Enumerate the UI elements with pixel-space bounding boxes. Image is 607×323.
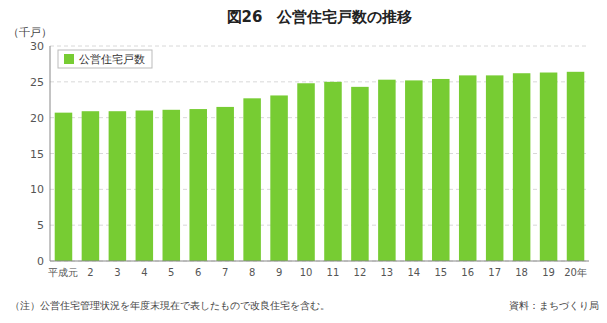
grid <box>50 46 589 261</box>
x-tick-label: 9 <box>276 267 282 278</box>
bar <box>432 79 450 261</box>
legend-label: 公営住宅戸数 <box>79 53 145 66</box>
x-tick-label: 20年 <box>564 267 587 278</box>
bar <box>459 75 477 261</box>
y-tick-label: 30 <box>30 40 44 53</box>
x-tick-label: 2 <box>87 267 93 278</box>
x-tick-label: 10 <box>300 267 313 278</box>
x-tick-label: 13 <box>381 267 394 278</box>
x-tick-label: 19 <box>542 267 555 278</box>
x-tick-label: 5 <box>168 267 174 278</box>
x-tick-label: 6 <box>195 267 201 278</box>
bar <box>270 95 288 261</box>
grid-line <box>50 46 589 47</box>
y-tick-label: 10 <box>30 183 44 196</box>
title: 図26 公営住宅戸数の推移 <box>227 8 413 26</box>
x-tick-label: 18 <box>515 267 528 278</box>
y-tick-label: 15 <box>30 148 44 161</box>
bar <box>189 109 207 261</box>
legend-box <box>58 50 152 68</box>
source-note: 資料：まちづくり局 <box>509 300 599 311</box>
bar <box>216 107 234 261</box>
x-tick-label: 8 <box>249 267 255 278</box>
x-tick-label: 15 <box>434 267 447 278</box>
bar <box>109 111 127 261</box>
x-tick-label: 12 <box>354 267 367 278</box>
bar <box>297 83 315 261</box>
x-tick-label: 4 <box>141 267 147 278</box>
grid-line <box>50 261 589 262</box>
bar <box>567 72 585 261</box>
x-tick-label: 7 <box>222 267 228 278</box>
y-tick-label: 0 <box>37 255 44 268</box>
bar <box>163 110 181 261</box>
bar <box>540 73 558 261</box>
bar <box>55 113 73 261</box>
y-axis-line <box>50 46 51 261</box>
grid-line <box>50 189 589 190</box>
grid-line <box>50 81 589 82</box>
x-tick-label: 11 <box>327 267 340 278</box>
x-tick-label: 17 <box>488 267 501 278</box>
background <box>0 0 607 323</box>
bar <box>136 111 154 262</box>
y-axis-label: （千戸） <box>8 26 52 39</box>
x-axis-line <box>50 261 589 262</box>
bar <box>82 111 100 261</box>
bar <box>324 82 342 261</box>
y-tick-label: 25 <box>30 76 44 89</box>
bar <box>513 73 531 261</box>
grid-line <box>50 117 589 118</box>
bar <box>486 75 504 261</box>
note: （注）公営住宅管理状況を年度末現在で表したもので改良住宅を含む。 <box>10 300 330 311</box>
legend: 公営住宅戸数 <box>58 50 152 68</box>
bar <box>378 80 396 261</box>
y-tick-label: 20 <box>30 112 44 125</box>
x-tick-label: 16 <box>461 267 474 278</box>
y-tick-label: 5 <box>37 219 44 232</box>
grid-line <box>50 225 589 226</box>
chart: 図26 公営住宅戸数の推移 （千戸） 0 5 10 15 20 25 30 平成元 2 3 4 5 6 7 8 9… <box>0 0 607 323</box>
bar <box>405 80 423 261</box>
grid-line <box>50 153 589 154</box>
legend-swatch <box>64 54 74 64</box>
bar <box>351 87 369 261</box>
bar <box>243 98 261 261</box>
x-tick-label: 平成元 <box>48 267 78 278</box>
x-tick-label: 3 <box>114 267 120 278</box>
bars <box>55 72 585 261</box>
x-tick-label: 14 <box>407 267 420 278</box>
